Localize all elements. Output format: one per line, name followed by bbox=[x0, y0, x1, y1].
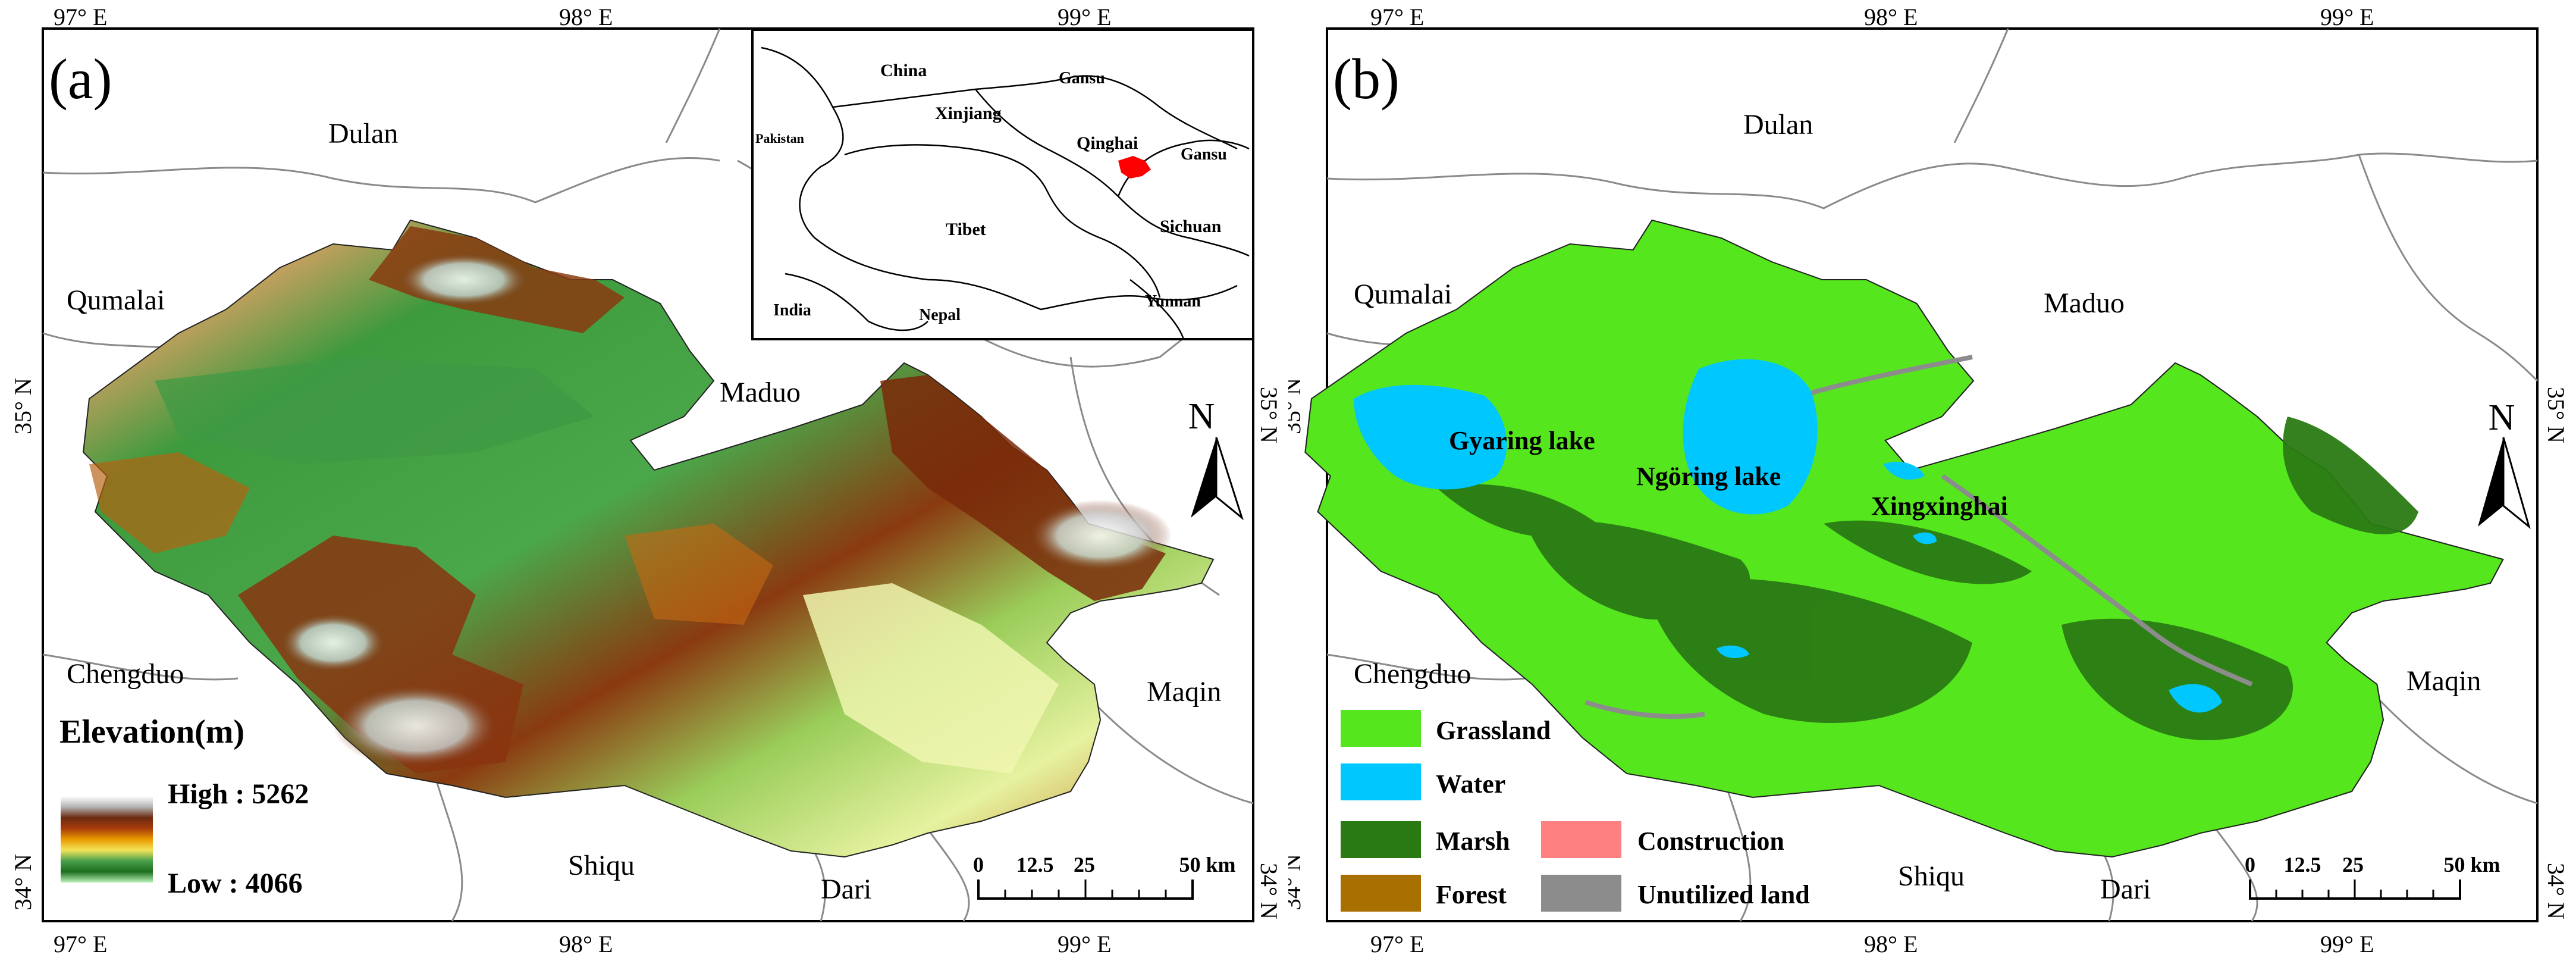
coord-top-99: 99° E bbox=[2320, 4, 2374, 30]
svg-text:Water: Water bbox=[1436, 769, 1505, 799]
inset-label-india: India bbox=[773, 301, 811, 320]
legend-item-unutilized-land: Unutilized land bbox=[1541, 875, 1810, 912]
svg-text:Grassland: Grassland bbox=[1436, 716, 1551, 745]
svg-text:N: N bbox=[2489, 398, 2515, 438]
lake-gyaring: Gyaring lake bbox=[1449, 426, 1595, 455]
coord-bottom-97: 97° E bbox=[1370, 931, 1424, 957]
coord-bottom-99: 99° E bbox=[1058, 931, 1111, 957]
place-dari: Dari bbox=[821, 874, 871, 905]
svg-text:Marsh: Marsh bbox=[1436, 827, 1510, 856]
coord-right-35: 35° N bbox=[2543, 387, 2569, 443]
inset-label-china: China bbox=[880, 61, 927, 80]
place-maduo: Maduo bbox=[2044, 287, 2125, 319]
inset-label-yunnan: Yunnan bbox=[1145, 292, 1201, 311]
place-dulan: Dulan bbox=[328, 118, 398, 149]
inset-label-nepal: Nepal bbox=[919, 306, 961, 324]
coord-bottom-98: 98° E bbox=[1864, 931, 1918, 957]
panel-b-label: (b) bbox=[1333, 47, 1400, 111]
svg-text:50 km: 50 km bbox=[2443, 853, 2500, 877]
elevation-color-ramp bbox=[61, 796, 153, 882]
place-chengduo: Chengduo bbox=[1354, 658, 1471, 690]
coord-right-34: 34° N bbox=[2543, 863, 2569, 919]
inset-label-xinjiang: Xinjiang bbox=[935, 104, 1002, 123]
place-chengduo: Chengduo bbox=[67, 658, 184, 690]
panel-b-landuse-map: (b) Dulan Qumalai Maduo Chengduo Maqin S… bbox=[1279, 0, 2576, 961]
coord-top-97: 97° E bbox=[1370, 4, 1424, 30]
landuse-legend: Grassland Water Marsh Construction Fores… bbox=[1341, 710, 1810, 912]
svg-text:12.5: 12.5 bbox=[2284, 853, 2321, 877]
inset-label-sichuan: Sichuan bbox=[1160, 217, 1222, 236]
svg-text:0: 0 bbox=[973, 853, 984, 877]
coord-left-35: 35° N bbox=[1288, 378, 1306, 434]
coord-right-35: 35° N bbox=[1256, 387, 1282, 443]
study-area-landuse bbox=[1304, 219, 2504, 858]
lake-xingxinghai: Xingxinghai bbox=[1871, 492, 2008, 521]
elevation-legend: Elevation(m) High : 5262 Low : 4066 bbox=[59, 713, 309, 899]
place-qumalai: Qumalai bbox=[1354, 278, 1452, 310]
coord-top-97: 97° E bbox=[54, 4, 107, 30]
place-shiqu: Shiqu bbox=[1898, 860, 1965, 892]
coord-right-34: 34° N bbox=[1256, 863, 1282, 919]
place-shiqu: Shiqu bbox=[568, 850, 635, 881]
svg-text:Forest: Forest bbox=[1436, 880, 1507, 909]
inset-label-gansu-east: Gansu bbox=[1181, 145, 1227, 164]
unutilized-land-rivers bbox=[1584, 355, 2253, 719]
legend-item-grassland: Grassland bbox=[1341, 710, 1551, 747]
north-arrow: N bbox=[2478, 398, 2531, 530]
coord-left-34: 34° N bbox=[10, 854, 36, 910]
svg-text:Unutilized land: Unutilized land bbox=[1637, 880, 1810, 909]
legend-item-forest: Forest bbox=[1341, 875, 1507, 912]
place-maqin: Maqin bbox=[2406, 665, 2481, 697]
scale-bar: 0 12.5 25 50 km bbox=[2245, 853, 2500, 900]
svg-text:50 km: 50 km bbox=[1179, 853, 1235, 877]
inset-locator-map: China Gansu Xinjiang Pakistan Qinghai Ga… bbox=[751, 29, 1254, 340]
scale-bar: 0 12.5 25 50 km bbox=[973, 853, 1236, 900]
svg-text:0: 0 bbox=[2245, 853, 2255, 877]
place-dulan: Dulan bbox=[1743, 109, 1813, 140]
svg-text:25: 25 bbox=[1074, 853, 1095, 877]
place-dari: Dari bbox=[2100, 874, 2151, 905]
coord-top-98: 98° E bbox=[1864, 4, 1918, 30]
coord-top-99: 99° E bbox=[1058, 4, 1111, 30]
north-arrow: N bbox=[1188, 396, 1244, 521]
lakes bbox=[1354, 359, 2222, 713]
svg-text:N: N bbox=[1188, 396, 1215, 437]
svg-text:25: 25 bbox=[2342, 853, 2364, 877]
inset-label-qinghai: Qinghai bbox=[1077, 133, 1138, 153]
legend-item-water: Water bbox=[1341, 763, 1505, 800]
legend-item-construction: Construction bbox=[1541, 821, 1784, 858]
qinghai-study-area-marker bbox=[1118, 156, 1151, 179]
inset-label-tibet: Tibet bbox=[946, 220, 986, 239]
place-maqin: Maqin bbox=[1147, 676, 1221, 708]
place-qumalai: Qumalai bbox=[67, 284, 165, 316]
coord-bottom-98: 98° E bbox=[559, 931, 613, 957]
coord-left-35: 35° N bbox=[10, 378, 36, 434]
panel-a-elevation-map: China Gansu Xinjiang Pakistan Qinghai Ga… bbox=[0, 0, 1288, 961]
svg-text:Construction: Construction bbox=[1637, 827, 1784, 856]
legend-title: Elevation(m) bbox=[59, 713, 244, 750]
coord-bottom-97: 97° E bbox=[54, 931, 107, 957]
coord-bottom-99: 99° E bbox=[2320, 931, 2374, 957]
panel-a-label: (a) bbox=[49, 47, 112, 111]
inset-label-pakistan: Pakistan bbox=[755, 131, 804, 146]
legend-item-marsh: Marsh bbox=[1341, 821, 1510, 858]
lake-ngoring: Ngöring lake bbox=[1636, 462, 1781, 491]
legend-low: Low : 4066 bbox=[168, 868, 303, 899]
terrain-relief bbox=[89, 226, 1172, 774]
legend-high: High : 5262 bbox=[168, 778, 309, 810]
svg-text:12.5: 12.5 bbox=[1016, 853, 1054, 877]
coord-top-98: 98° E bbox=[559, 4, 613, 30]
coord-left-34: 34° N bbox=[1288, 854, 1306, 910]
place-maduo: Maduo bbox=[720, 377, 801, 408]
inset-label-gansu-north: Gansu bbox=[1059, 69, 1105, 87]
